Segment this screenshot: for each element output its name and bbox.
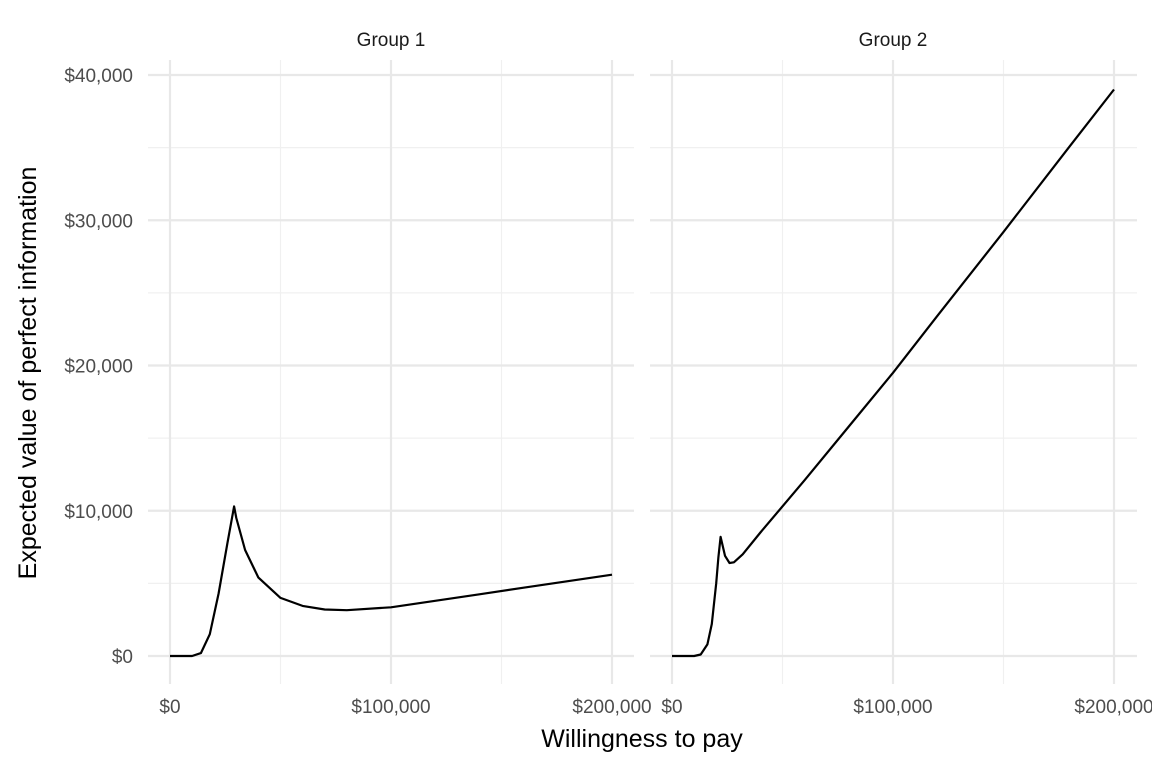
- x-tick-label: $100,000: [853, 697, 932, 718]
- x-tick-label: $200,000: [1074, 697, 1152, 718]
- x-tick-labels: $0 $100,000 $200,000: [661, 697, 1152, 718]
- y-tick-label: $0: [112, 647, 133, 668]
- evpi-line-group-2: [672, 88, 1115, 658]
- y-tick-label: $10,000: [64, 502, 133, 523]
- x-tick-label: $0: [159, 697, 180, 718]
- x-tick-label: $100,000: [351, 697, 430, 718]
- x-axis-title: Willingness to pay: [541, 725, 743, 753]
- gridlines: [148, 60, 634, 684]
- x-tick-label: $200,000: [572, 697, 651, 718]
- facet-panel-group-1: Group 1 $0 $100,000 $200,000: [148, 30, 652, 718]
- y-tick-label: $30,000: [64, 211, 133, 232]
- facet-label: Group 2: [859, 30, 928, 51]
- gridlines: [650, 60, 1137, 684]
- y-tick-labels: $0 $10,000 $20,000 $30,000 $40,000: [64, 66, 133, 668]
- x-tick-label: $0: [661, 697, 682, 718]
- y-tick-label: $40,000: [64, 66, 133, 87]
- y-tick-label: $20,000: [64, 357, 133, 378]
- y-axis-title: Expected value of perfect information: [14, 167, 42, 580]
- facet-panel-group-2: Group 2 $0 $100,000 $200,000: [650, 30, 1152, 718]
- evpi-line-group-1: [170, 505, 613, 658]
- x-tick-labels: $0 $100,000 $200,000: [159, 697, 651, 718]
- facet-label: Group 1: [357, 30, 426, 51]
